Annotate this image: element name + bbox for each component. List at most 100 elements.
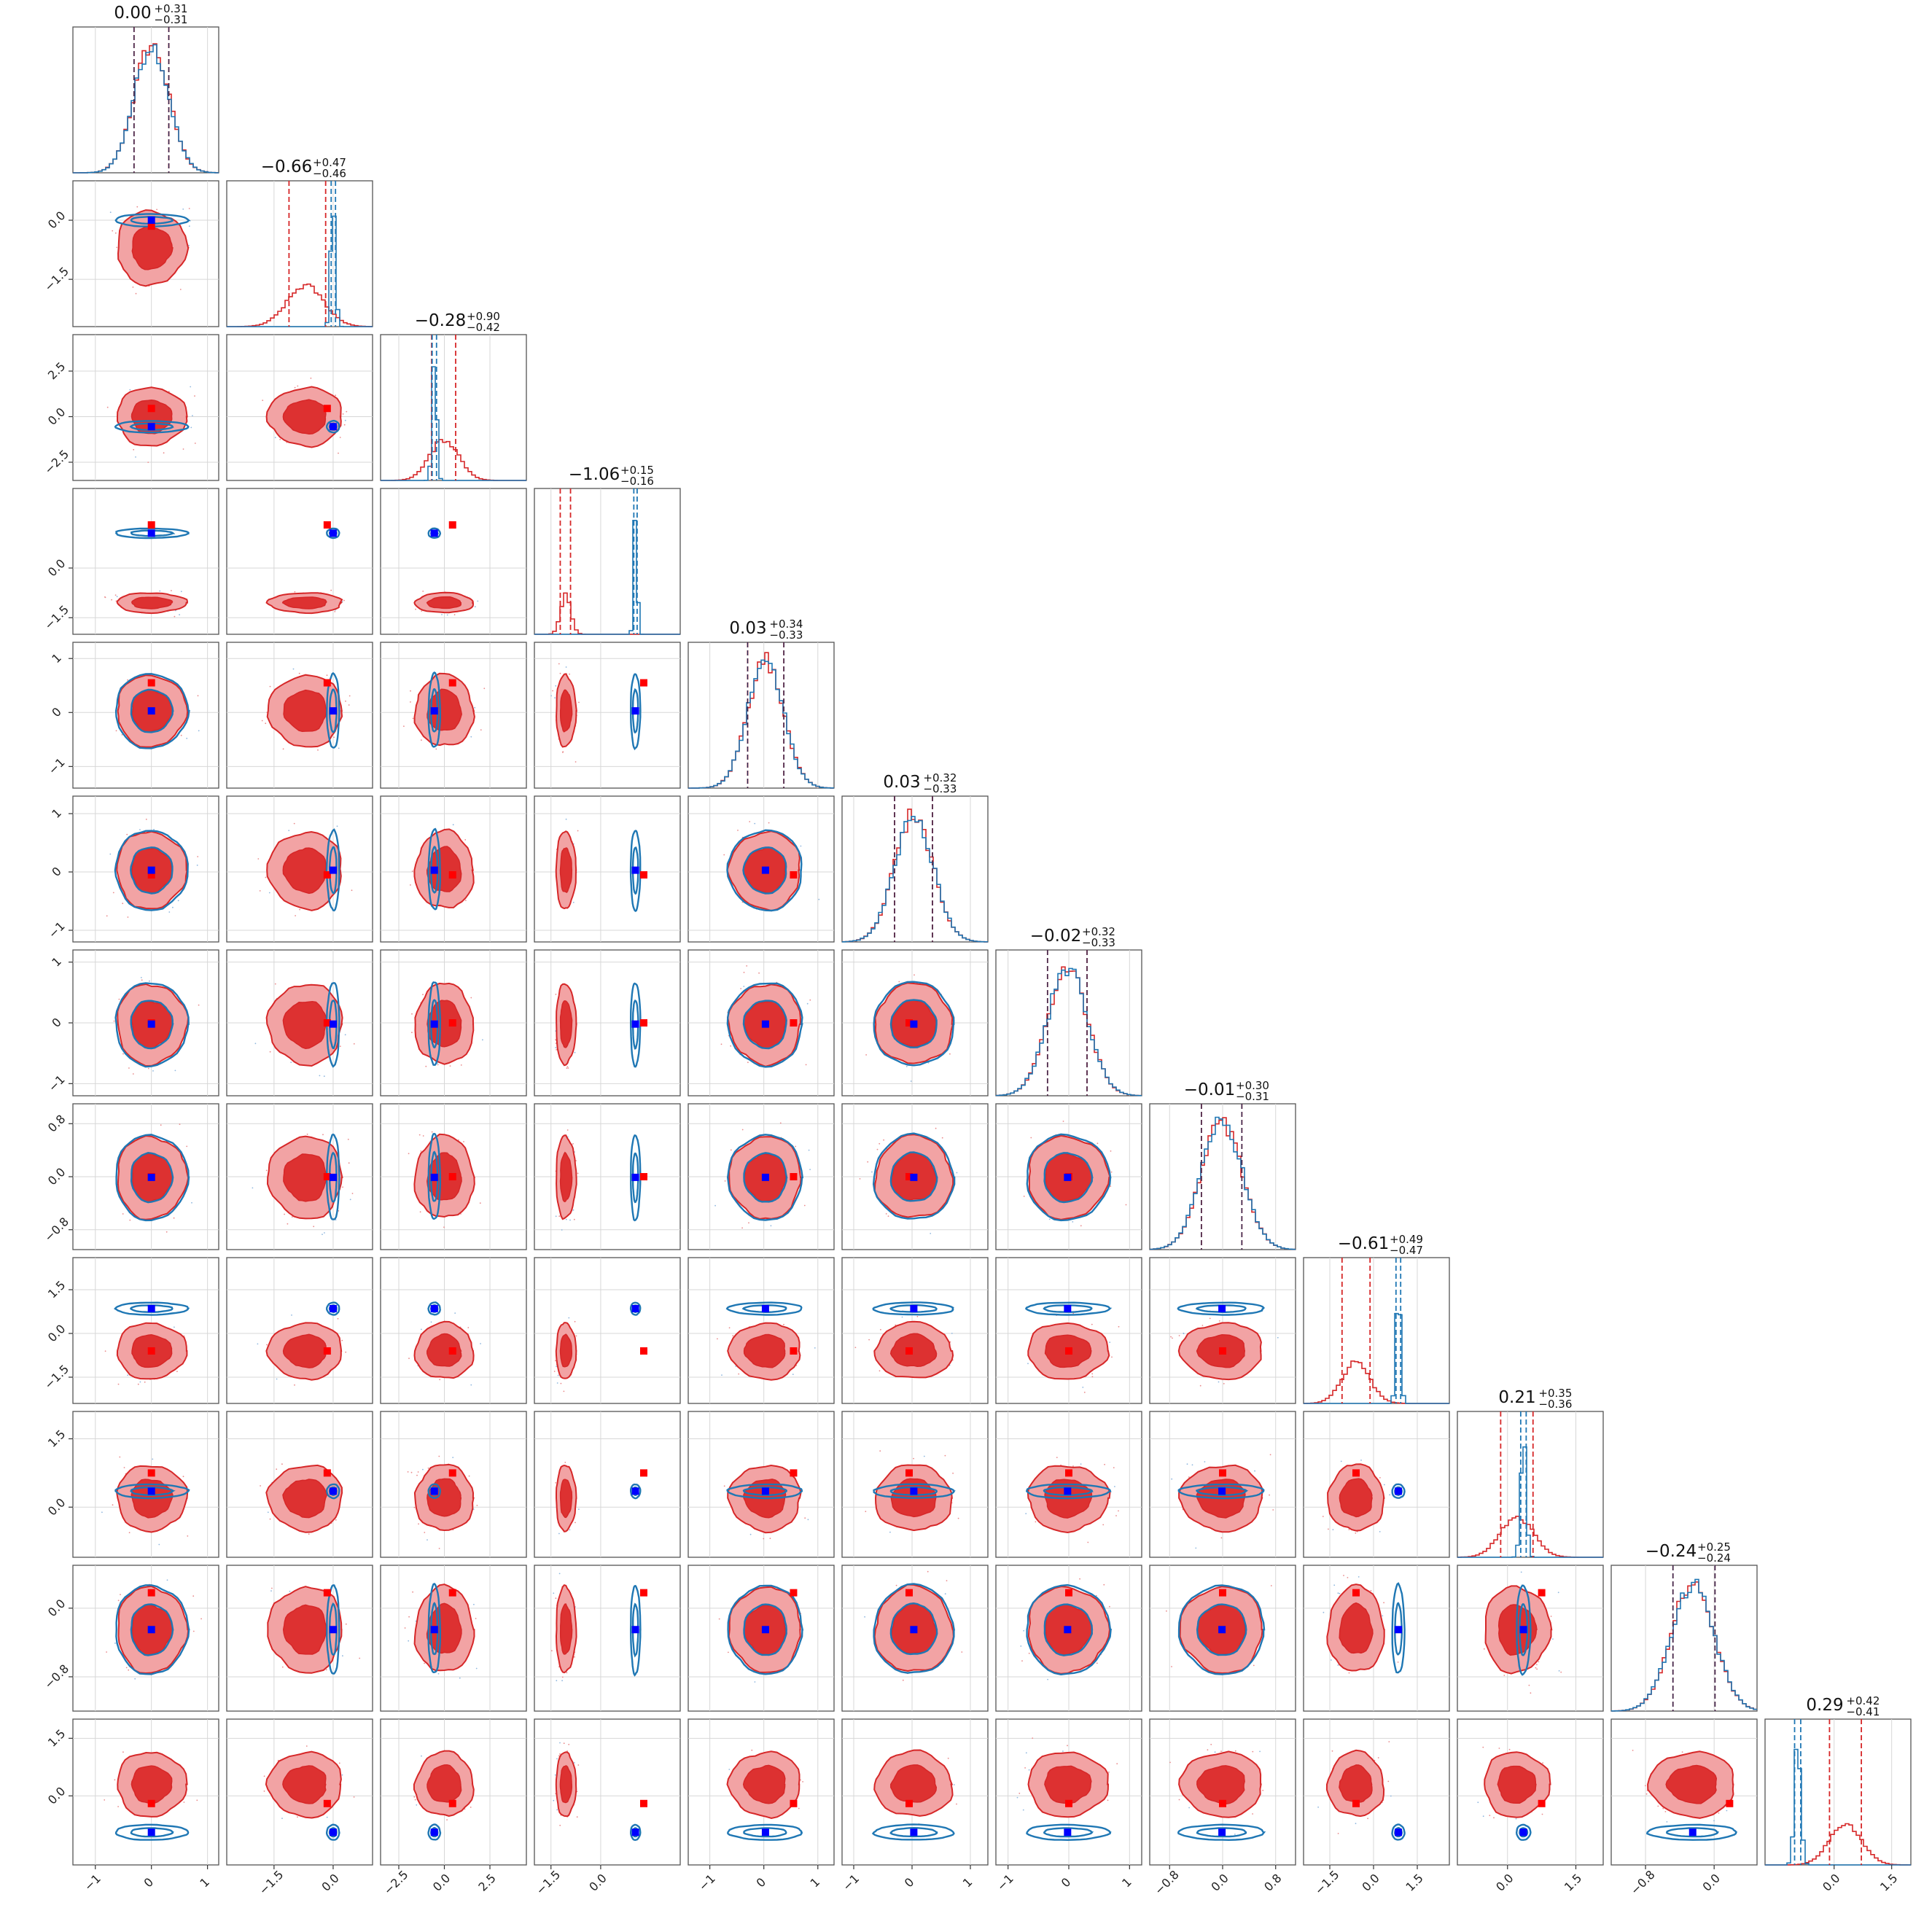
sample-point <box>127 1374 129 1376</box>
sample-point <box>345 700 346 702</box>
sample-point <box>558 1215 561 1218</box>
panel-frame <box>1457 1411 1604 1558</box>
sample-point <box>133 448 135 451</box>
panel-9-0: 0.01.5 <box>45 1411 219 1558</box>
contour-red-inner <box>890 1764 938 1803</box>
sample-point <box>558 1532 560 1535</box>
truth-marker-red <box>640 871 647 879</box>
param-title-minus: −0.42 <box>467 321 500 334</box>
sample-point <box>483 688 486 690</box>
truth-marker-red <box>448 1173 456 1180</box>
sample-point <box>335 1519 337 1521</box>
contour-blue-inner <box>1043 1603 1094 1656</box>
panel-5-2 <box>380 795 527 943</box>
sample-point <box>868 1339 870 1341</box>
histogram-blue <box>842 816 988 943</box>
sample-point <box>112 1504 114 1506</box>
sample-point <box>1254 1470 1255 1472</box>
sample-point <box>880 1328 881 1331</box>
truth-marker-red <box>323 1347 331 1355</box>
sample-point <box>117 1600 120 1602</box>
sample-point <box>197 695 199 697</box>
panel-11-1: −1.5 0.0 <box>226 1718 373 1898</box>
panel-frame <box>534 488 681 635</box>
truth-marker-blue <box>631 1487 639 1495</box>
truth-marker-red <box>905 1589 913 1597</box>
sample-point <box>1056 1457 1058 1458</box>
truth-marker-blue <box>761 1828 769 1836</box>
sample-point <box>421 1328 422 1331</box>
sample-point <box>348 695 351 697</box>
sample-point <box>135 456 136 458</box>
sample-point <box>344 1034 346 1036</box>
sample-point <box>567 1067 569 1069</box>
panel-3-1 <box>226 488 373 635</box>
sample-point <box>1382 1615 1384 1617</box>
truth-marker-red <box>323 679 331 687</box>
sample-point <box>118 998 120 1000</box>
contour-blue-outer <box>114 1823 190 1841</box>
contour-blue-inner <box>889 1602 938 1656</box>
contour-red-inner <box>426 1000 462 1048</box>
panel-frame <box>226 180 373 327</box>
sample-point <box>1097 1142 1099 1145</box>
truth-marker-red <box>1065 1799 1072 1807</box>
sample-point <box>152 1458 154 1460</box>
contour-blue-outer <box>629 830 642 913</box>
contour-blue-outer <box>1177 1301 1266 1316</box>
sample-point <box>190 426 192 429</box>
sample-point <box>910 1080 912 1082</box>
sample-point <box>740 988 742 989</box>
sample-point <box>476 1505 478 1506</box>
sample-point <box>1360 1460 1362 1461</box>
sample-point <box>115 730 117 732</box>
sample-point <box>1367 1818 1368 1820</box>
sample-point <box>408 1358 410 1360</box>
sample-point <box>422 591 424 592</box>
sample-point <box>572 1143 574 1145</box>
panel-5-1 <box>226 795 373 943</box>
sample-point <box>291 1314 292 1316</box>
sample-point <box>413 1796 416 1798</box>
panel-9-6 <box>995 1411 1142 1558</box>
truth-marker-blue <box>631 1020 639 1028</box>
sample-point <box>1503 1675 1506 1676</box>
contour-blue-outer <box>872 1132 956 1220</box>
sample-point <box>1118 1325 1120 1328</box>
sample-point <box>574 1051 576 1053</box>
sample-point <box>263 1790 265 1792</box>
sample-point <box>887 1215 889 1217</box>
panel-10-10: −0.24 +0.25−0.24 <box>1610 1540 1758 1712</box>
sample-point <box>559 672 561 674</box>
sample-point <box>147 1067 149 1070</box>
panel-2-0: −2.50.02.5 <box>42 334 219 481</box>
sample-point <box>160 1124 162 1126</box>
sample-point <box>763 1538 765 1540</box>
sample-point <box>1332 1529 1334 1531</box>
histogram-blue <box>73 44 219 174</box>
contour-blue-outer <box>115 527 190 540</box>
y-tick-label: −1.5 <box>42 602 71 632</box>
sample-point <box>728 1651 729 1654</box>
histogram-blue <box>1150 1116 1296 1250</box>
sample-point <box>1387 1780 1390 1783</box>
sample-point <box>408 1616 410 1618</box>
sample-point <box>1178 1335 1180 1336</box>
sample-point <box>468 1475 470 1477</box>
contour-group <box>1016 1737 1118 1842</box>
sample-point <box>270 1590 272 1592</box>
sample-point <box>566 1066 569 1067</box>
sample-point <box>555 1047 557 1048</box>
sample-point <box>180 591 182 593</box>
panel-7-2 <box>380 1103 527 1250</box>
contour-group <box>104 1751 198 1841</box>
contour-red-inner <box>742 1764 786 1804</box>
contour-group <box>410 824 475 911</box>
sample-point <box>420 1150 422 1152</box>
contour-group <box>403 671 486 750</box>
y-tick-label: 0.0 <box>45 209 68 231</box>
sample-point <box>1269 1454 1271 1456</box>
sample-point <box>413 1506 416 1508</box>
sample-point <box>463 1141 464 1142</box>
contour-blue-outer <box>1516 1584 1532 1676</box>
